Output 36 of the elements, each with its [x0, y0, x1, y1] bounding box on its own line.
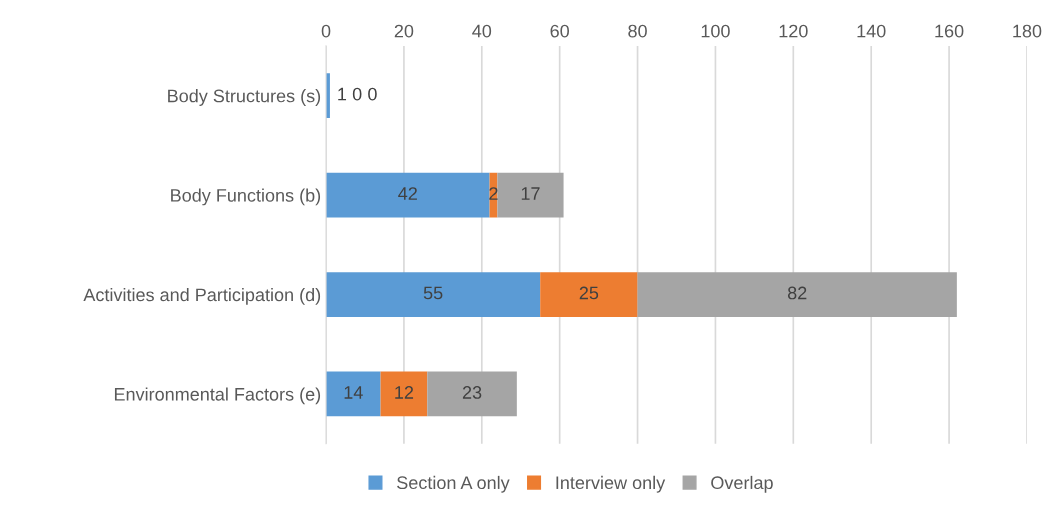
legend-label: Overlap — [711, 475, 773, 493]
x-tick-label: 80 — [628, 24, 647, 38]
bar — [326, 272, 541, 317]
data-label: 23 — [462, 386, 482, 399]
bar — [326, 371, 381, 417]
bar — [380, 371, 428, 417]
legend-label: Section A only — [397, 475, 510, 493]
y-tick-label: Body Functions (b) — [171, 188, 321, 206]
x-tick-label: 0 — [321, 24, 331, 38]
data-label: 0 — [352, 87, 362, 101]
legend-label: Interview only — [556, 475, 666, 493]
data-label: 25 — [579, 286, 599, 300]
x-tick-label: 140 — [857, 24, 886, 38]
data-label: 14 — [344, 386, 363, 399]
data-label: 55 — [423, 286, 443, 300]
data-label: 82 — [787, 286, 807, 300]
x-tick-label: 60 — [550, 24, 570, 38]
x-tick-label: 160 — [935, 24, 964, 38]
y-tick-label: Activities and Participation (d) — [83, 287, 321, 305]
data-label: 17 — [521, 187, 540, 200]
x-tick-label: 20 — [394, 24, 414, 38]
x-tick-label: 120 — [779, 24, 808, 38]
bar — [637, 272, 957, 317]
bar — [497, 172, 564, 218]
x-tick-label: 40 — [472, 24, 492, 38]
x-tick-label: 180 — [1013, 24, 1042, 38]
y-tick-label: Environmental Factors (e) — [114, 387, 321, 405]
y-tick-label: Body Structures (s) — [168, 89, 321, 106]
x-tick-label: 100 — [701, 24, 730, 38]
bar — [427, 371, 517, 417]
data-label: 42 — [398, 187, 417, 200]
data-label: 12 — [395, 386, 414, 399]
data-label: 1 — [338, 87, 347, 101]
bar — [326, 172, 490, 218]
bar — [540, 272, 638, 317]
data-label: 0 — [368, 87, 377, 101]
